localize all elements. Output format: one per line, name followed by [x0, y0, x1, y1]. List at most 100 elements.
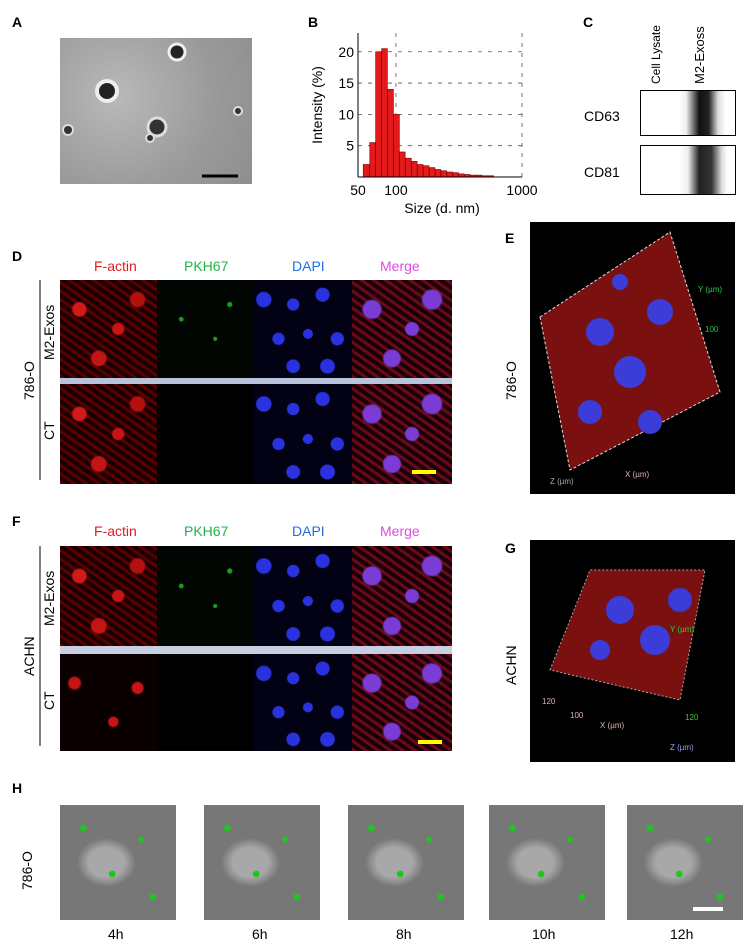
f-m2-pkh67	[157, 546, 254, 646]
h-time-8h: 8h	[396, 926, 412, 942]
x-tick-label: 100	[384, 182, 408, 198]
y-tick-label: 10	[338, 106, 354, 122]
h-frame-6h	[204, 805, 320, 920]
g-side: ACHN	[503, 645, 519, 685]
g-3d-render: 120 100 X (µm) Y (µm) 120 Z (µm)	[530, 540, 735, 762]
f-col-factin: F-actin	[94, 523, 137, 539]
d-divider	[60, 378, 452, 384]
bar	[429, 167, 436, 178]
f-col-pkh67: PKH67	[184, 523, 229, 539]
f-side-cellline: ACHN	[21, 636, 37, 676]
h-scale-bar	[693, 907, 723, 911]
d-m2-pkh67	[157, 280, 254, 378]
d-m2-factin	[60, 280, 157, 378]
panel-f-label: F	[12, 513, 21, 529]
col-label-lysate: Cell Lysate	[649, 25, 663, 84]
f-divider	[60, 646, 452, 654]
bar	[440, 170, 447, 178]
h-time-10h: 10h	[532, 926, 556, 942]
d-m2-dapi	[254, 280, 352, 378]
svg-text:X (µm): X (µm)	[625, 470, 649, 479]
h-frame-10h	[489, 805, 605, 920]
h-time-12h: 12h	[670, 926, 694, 942]
bar	[434, 169, 442, 178]
bar	[375, 51, 382, 178]
svg-text:120: 120	[685, 713, 699, 722]
y-tick-label: 5	[346, 138, 354, 154]
f-ct-dapi	[254, 654, 352, 751]
exosome-vesicles	[62, 42, 243, 178]
panel-g-label: G	[505, 540, 516, 556]
f-row-m2: M2-Exos	[41, 571, 57, 626]
f-scale-bar	[418, 740, 442, 744]
panel-d-label: D	[12, 248, 23, 264]
f-ct-merge	[352, 654, 452, 751]
f-col-dapi: DAPI	[292, 523, 325, 539]
bar	[387, 89, 394, 178]
blot-row-cd63: CD63	[584, 108, 620, 124]
panel-c-label: C	[583, 14, 594, 30]
bar	[423, 165, 430, 178]
d-ct-factin	[60, 384, 157, 484]
x-tick-label: 50	[350, 182, 366, 198]
panel-a-label: A	[12, 14, 23, 30]
h-time-6h: 6h	[252, 926, 268, 942]
svg-text:Y (µm): Y (µm)	[670, 625, 694, 634]
bar	[405, 157, 412, 178]
western-blot-header: Cell Lysate M2-Exoss	[649, 25, 707, 84]
bar	[417, 164, 424, 178]
f-side-labels: ACHN M2-Exos CT	[21, 546, 57, 746]
h-side: 786-O	[19, 851, 35, 890]
d-row-m2: M2-Exos	[41, 305, 57, 360]
bar	[393, 114, 400, 178]
bar	[399, 151, 406, 178]
svg-text:Y (µm): Y (µm)	[698, 285, 722, 294]
e-side-cellline: 786-O	[503, 361, 519, 400]
h-side-cellline: 786-O	[19, 851, 35, 890]
svg-text:100: 100	[570, 711, 584, 720]
panel-h-label: H	[12, 780, 23, 796]
bar	[411, 161, 418, 178]
tem-image	[60, 38, 252, 184]
f-ct-factin	[60, 654, 157, 751]
d-side-labels: 786-O M2-Exos CT	[21, 280, 57, 480]
g-x-tick: 120	[542, 697, 556, 706]
h-frame-8h	[348, 805, 464, 920]
e-tick: 100	[705, 325, 719, 334]
y-tick-label: 20	[338, 44, 354, 60]
f-ct-pkh67	[157, 654, 254, 751]
d-row-ct: CT	[41, 421, 57, 440]
x-tick-label: 1000	[506, 182, 537, 198]
svg-text:X (µm): X (µm)	[600, 721, 624, 730]
f-m2-factin	[60, 546, 157, 646]
bar	[362, 164, 370, 178]
d-m2-merge	[352, 280, 452, 378]
f-row-ct: CT	[41, 691, 57, 710]
bar	[446, 171, 453, 178]
d-col-merge: Merge	[380, 258, 420, 274]
d-ct-pkh67	[157, 384, 254, 484]
f-m2-merge	[352, 546, 452, 646]
h-time-4h: 4h	[108, 926, 124, 942]
svg-text:Z (µm): Z (µm)	[670, 743, 694, 752]
d-scale-bar	[412, 470, 436, 474]
bar	[381, 48, 388, 178]
x-axis-label: Size (d. nm)	[404, 200, 479, 216]
d-col-dapi: DAPI	[292, 258, 325, 274]
f-m2-dapi	[254, 546, 352, 646]
h-frame-4h	[60, 805, 176, 920]
g-volume: 120 100 X (µm) Y (µm) 120 Z (µm)	[542, 569, 706, 752]
e-3d-render: 100 Y (µm) X (µm) Z (µm)	[530, 222, 735, 494]
d-side-cellline: 786-O	[21, 361, 37, 400]
d-col-pkh67: PKH67	[184, 258, 229, 274]
blot-cd63	[640, 90, 736, 136]
bar	[452, 172, 459, 178]
svg-text:Z (µm): Z (µm)	[550, 477, 574, 486]
col-label-exos: M2-Exoss	[692, 26, 707, 84]
panel-b-label: B	[308, 14, 319, 30]
blot-cd81	[640, 145, 736, 195]
size-distribution-chart: 5 10 15 20 50 100 1000 Size (d. nm) Intensity (%…	[309, 33, 538, 216]
e-volume: 100 Y (µm) X (µm) Z (µm)	[539, 231, 722, 486]
y-axis-label: Intensity (%)	[309, 66, 325, 144]
f-col-merge: Merge	[380, 523, 420, 539]
